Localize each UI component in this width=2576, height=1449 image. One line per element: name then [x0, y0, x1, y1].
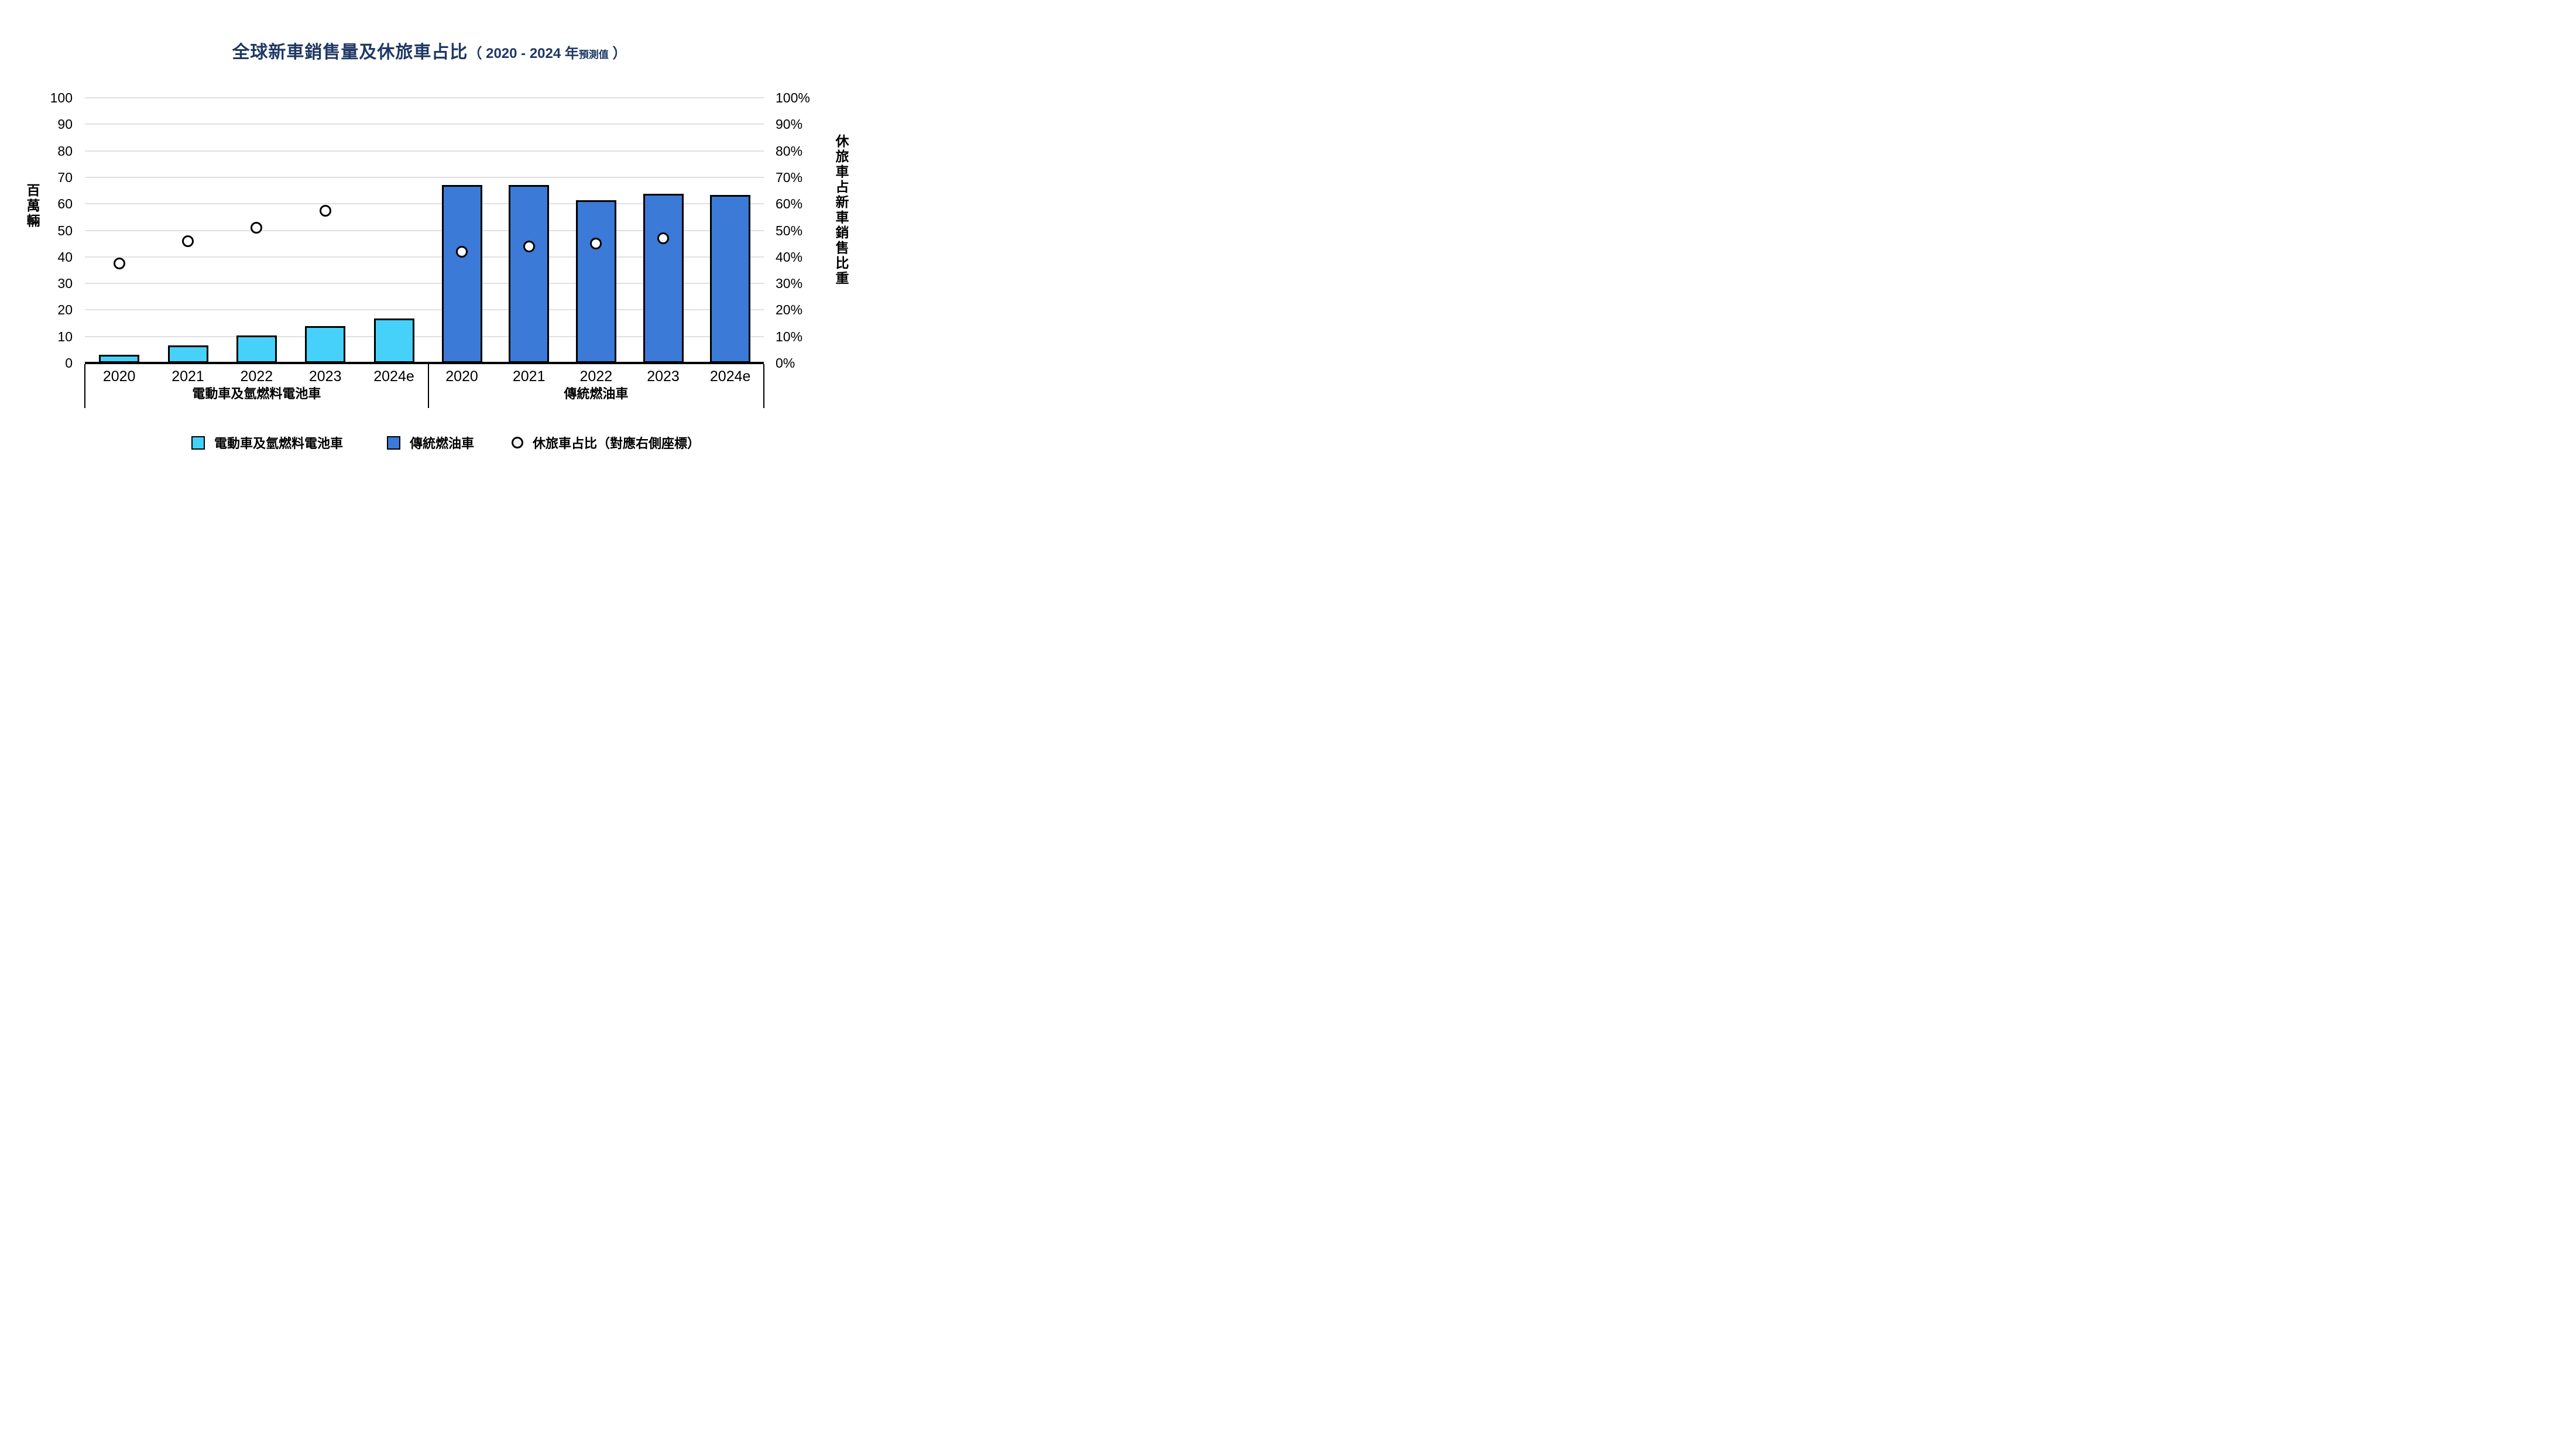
chart-title-range: （ 2020 - 2024 年: [468, 46, 579, 61]
y-axis-tick-right: 70%: [776, 169, 803, 185]
x-axis-year-label: 2021: [512, 368, 546, 385]
gridline: [85, 150, 764, 152]
category-group-divider: [427, 364, 429, 408]
gridline: [85, 176, 764, 178]
gridline: [85, 229, 764, 231]
y-axis-tick-left: 10: [57, 328, 73, 344]
chart-title-main: 全球新車銷售量及休旅車占比: [232, 43, 468, 62]
right-axis-label: 休 旅 車 占 新 車 銷 售 比 重: [835, 133, 849, 286]
category-group-label: 電動車及氫燃料電池車: [192, 386, 321, 401]
bar-ev-2023: [305, 326, 346, 363]
y-axis-tick-left: 80: [57, 143, 73, 159]
suv-share-marker-ev-2022: [251, 221, 263, 234]
y-axis-tick-left: 20: [57, 302, 73, 318]
x-axis-line: [85, 362, 764, 364]
legend-item-ice: 傳統燃油車: [387, 434, 474, 451]
y-axis-tick-left: 90: [57, 117, 73, 132]
category-group-divider: [763, 364, 764, 408]
ice-series-swatch-icon: [387, 436, 400, 450]
suv-share-marker-ice-2021: [523, 240, 535, 252]
x-axis-year-label: 2020: [102, 368, 136, 385]
suv-share-marker-ice-2022: [590, 238, 602, 250]
category-group-divider: [84, 364, 85, 408]
gridline: [85, 256, 764, 258]
x-axis-year-label: 2021: [171, 368, 204, 385]
y-axis-tick-right: 40%: [776, 249, 803, 265]
chart-title-forecast-note: 預測值: [578, 49, 609, 60]
y-axis-tick-left: 40: [57, 249, 73, 265]
legend-label-suv-share: 休旅車占比（對應右側座標）: [533, 436, 701, 451]
x-axis-year-label: 2022: [240, 368, 273, 385]
suv-share-marker-ev-2021: [182, 235, 194, 247]
gridline: [85, 335, 764, 337]
chart-title-paren-close: ）: [608, 46, 627, 61]
chart-title: 全球新車銷售量及休旅車占比（ 2020 - 2024 年預測值 ）: [0, 37, 859, 63]
y-axis-tick-right: 10%: [776, 328, 803, 344]
x-axis-year-label: 2023: [308, 368, 342, 385]
y-axis-tick-left: 30: [57, 276, 73, 292]
left-axis-unit-label: 百 萬 輛: [26, 183, 40, 228]
x-axis-year-label: 2022: [579, 368, 613, 385]
y-axis-tick-left: 50: [57, 222, 73, 238]
gridline: [85, 203, 764, 205]
ev-series-swatch-icon: [191, 436, 205, 450]
y-axis-tick-left: 0: [65, 355, 73, 371]
x-axis-year-label: 2023: [647, 368, 680, 385]
x-axis-year-label: 2024e: [373, 368, 414, 385]
suv-share-marker-ice-2023: [657, 232, 669, 245]
x-axis-year-label: 2024e: [709, 368, 751, 385]
x-axis-year-label: 2020: [445, 368, 478, 385]
bar-ice-2022: [575, 200, 616, 363]
bar-ice-2024e: [710, 195, 751, 363]
gridline: [85, 124, 764, 125]
y-axis-tick-right: 50%: [776, 222, 803, 238]
bar-ice-2021: [509, 185, 550, 363]
gridline: [85, 97, 764, 98]
gridline: [85, 283, 764, 285]
y-axis-tick-right: 80%: [776, 143, 803, 159]
bar-ice-2023: [643, 193, 684, 363]
y-axis-tick-right: 90%: [776, 117, 803, 132]
legend-label-ev: 電動車及氫燃料電池車: [214, 436, 344, 451]
y-axis-tick-left: 70: [57, 169, 73, 185]
y-axis-tick-right: 100%: [776, 90, 810, 105]
bar-ice-2020: [441, 185, 482, 363]
legend-item-suv-share: 休旅車占比（對應右側座標）: [512, 434, 700, 451]
suv-share-marker-ice-2020: [456, 245, 468, 258]
bar-ev-2022: [236, 335, 277, 363]
y-axis-tick-right: 30%: [776, 276, 803, 292]
category-group-label: 傳統燃油車: [564, 386, 629, 401]
suv-share-marker-ev-2023: [319, 204, 331, 217]
legend: 電動車及氫燃料電池車 傳統燃油車 休旅車占比（對應右側座標）: [0, 434, 859, 452]
bar-ev-2021: [167, 345, 208, 363]
suv-share-marker-icon: [512, 437, 523, 448]
y-axis-tick-left: 60: [57, 196, 73, 212]
y-axis-tick-right: 0%: [776, 355, 795, 371]
y-axis-tick-right: 60%: [776, 196, 803, 212]
legend-item-ev: 電動車及氫燃料電池車: [191, 434, 343, 451]
gridline: [85, 309, 764, 311]
legend-label-ice: 傳統燃油車: [410, 436, 475, 451]
bar-ev-2024e: [373, 318, 414, 363]
y-axis-tick-right: 20%: [776, 302, 803, 318]
y-axis-tick-left: 100: [50, 90, 73, 105]
chart-canvas: 全球新車銷售量及休旅車占比（ 2020 - 2024 年預測值 ） 百 萬 輛 …: [0, 0, 859, 483]
suv-share-marker-ev-2020: [113, 258, 125, 270]
